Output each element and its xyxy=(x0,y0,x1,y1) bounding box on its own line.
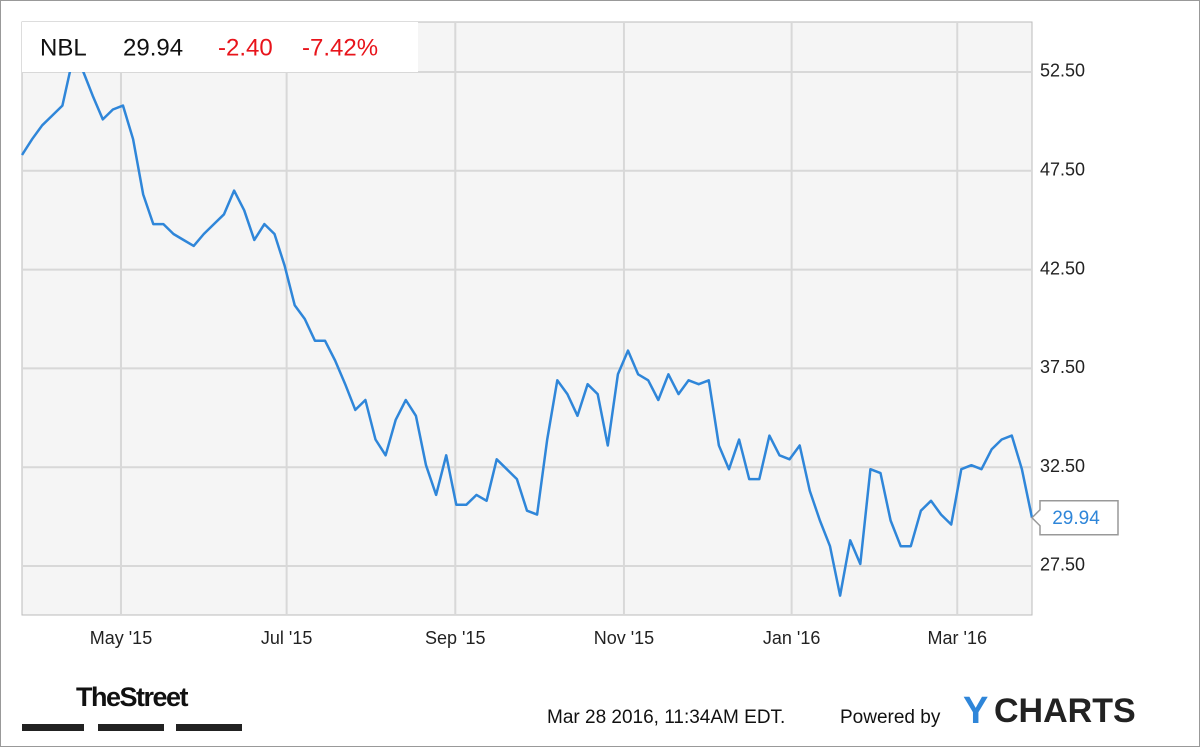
y-tick-label: 52.50 xyxy=(1040,61,1085,81)
y-tick-label: 37.50 xyxy=(1040,357,1085,377)
y-tick-label: 42.50 xyxy=(1040,258,1085,278)
x-tick-label: Jan '16 xyxy=(763,628,820,648)
logo-bar xyxy=(176,724,242,731)
x-tick-label: Jul '15 xyxy=(261,628,312,648)
x-tick-label: Nov '15 xyxy=(594,628,654,648)
last-value-box xyxy=(1030,500,1119,536)
x-tick-label: Sep '15 xyxy=(425,628,486,648)
x-tick-label: Mar '16 xyxy=(928,628,987,648)
y-tick-label: 32.50 xyxy=(1040,456,1085,476)
plot-area xyxy=(21,21,1033,616)
source-logo: TheStreet xyxy=(76,682,189,712)
logo-bar xyxy=(22,724,84,731)
brand-y: Y xyxy=(963,690,988,732)
y-tick-label: 27.50 xyxy=(1040,555,1085,575)
change-percent: -7.42% xyxy=(302,34,378,61)
symbol: NBL xyxy=(40,34,87,61)
y-tick-label: 47.50 xyxy=(1040,160,1085,180)
header-box xyxy=(22,22,418,72)
brand-rest: CHARTS xyxy=(994,692,1136,730)
last-value-label: 29.94 xyxy=(1052,508,1100,529)
change: -2.40 xyxy=(218,34,273,61)
logo-bar xyxy=(98,724,164,731)
powered-by: Powered by xyxy=(840,707,941,728)
x-tick-label: May '15 xyxy=(90,628,152,648)
timestamp: Mar 28 2016, 11:34AM EDT. xyxy=(547,707,785,728)
price: 29.94 xyxy=(123,34,183,61)
price-line xyxy=(20,58,1034,597)
